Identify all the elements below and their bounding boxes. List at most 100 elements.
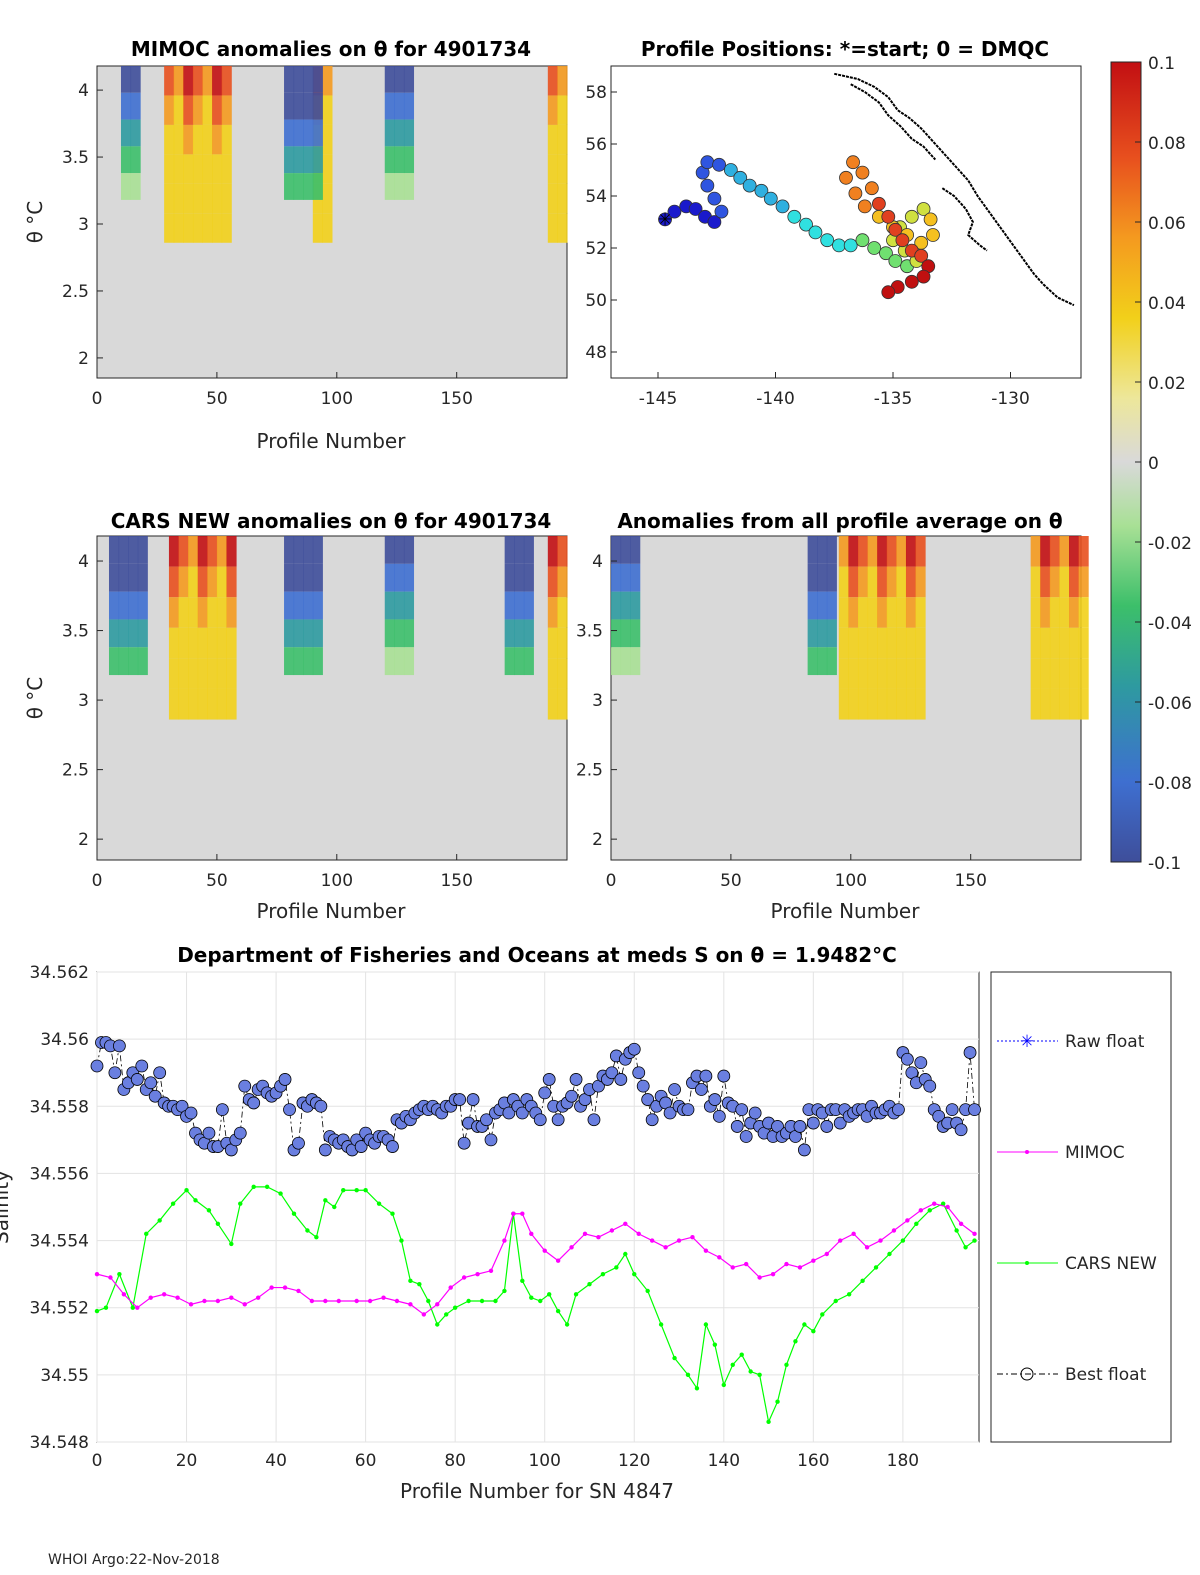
cold-anomaly-cell — [394, 66, 405, 93]
cold-anomaly-cell — [630, 536, 641, 564]
cars-y-axis-label: θ °C — [23, 677, 47, 720]
mimoc-point — [676, 1238, 682, 1243]
profile-position-marker — [667, 204, 682, 219]
cold-anomaly-cell — [384, 647, 395, 676]
warm-anomaly-cell — [1059, 688, 1070, 720]
mimoc-point — [488, 1268, 494, 1273]
warm-anomaly-cell — [207, 658, 218, 689]
warm-anomaly-cell — [857, 658, 869, 689]
cold-anomaly-cell — [284, 619, 295, 648]
warm-anomaly-cell — [1040, 536, 1051, 567]
cars-new-point — [623, 1251, 628, 1257]
profile-position-marker — [888, 254, 903, 268]
legend-mimoc-marker — [1025, 1150, 1029, 1154]
raw-float-point — [292, 1136, 305, 1150]
x-tick-label: 100 — [321, 389, 353, 409]
warm-anomaly-cell — [1030, 627, 1041, 659]
mimoc-point — [891, 1228, 897, 1233]
warm-anomaly-cell — [857, 536, 869, 567]
raw-float-point — [632, 1066, 646, 1080]
cold-anomaly-cell — [293, 119, 304, 147]
y-tick-label: 34.558 — [30, 1097, 89, 1117]
legend-best-label: Best float — [1065, 1365, 1147, 1385]
warm-anomaly-cell — [192, 95, 204, 125]
warm-anomaly-cell — [216, 597, 227, 628]
cold-anomaly-cell — [611, 647, 622, 676]
warm-anomaly-cell — [915, 566, 926, 598]
y-tick-label: 4 — [78, 81, 89, 101]
longitude-tick-label: -135 — [874, 389, 913, 409]
cars-new-point — [376, 1201, 382, 1206]
cold-anomaly-cell — [293, 536, 304, 564]
warm-anomaly-cell — [188, 566, 199, 598]
cars-new-point — [193, 1198, 198, 1203]
cold-anomaly-cell — [523, 591, 534, 620]
cold-anomaly-cell — [384, 146, 395, 174]
cold-anomaly-cell — [384, 92, 395, 120]
cars-new-point — [184, 1188, 189, 1193]
warm-anomaly-cell — [896, 597, 907, 628]
profile-position-marker — [916, 202, 931, 216]
latitude-tick-label: 56 — [585, 135, 607, 155]
warm-anomaly-cell — [164, 124, 175, 155]
raw-float-point — [614, 1073, 628, 1086]
profile-position-marker — [712, 157, 726, 172]
raw-float-point — [215, 1103, 229, 1117]
profile-position-marker — [820, 233, 835, 248]
cold-anomaly-cell — [303, 591, 314, 620]
mimoc-point — [94, 1271, 100, 1277]
profile-position-marker — [881, 209, 896, 224]
cars-new-point — [775, 1399, 780, 1404]
profile-position-marker — [904, 209, 919, 224]
warm-anomaly-cell — [877, 627, 888, 659]
raw-float-point — [515, 1106, 529, 1120]
raw-float-point — [587, 1113, 601, 1127]
cold-anomaly-cell — [303, 119, 314, 147]
cars-new-point — [914, 1221, 919, 1226]
profile-positions-panel: Profile Positions: *=start; 0 = DMQC ✳ -… — [585, 37, 1082, 409]
warm-anomaly-cell — [178, 536, 189, 567]
raw-float-point — [480, 1113, 493, 1127]
x-tick-label: 160 — [797, 1451, 829, 1471]
colorbar-tick-label: 0.04 — [1148, 294, 1186, 314]
y-tick-label: 3 — [78, 215, 89, 235]
warm-anomaly-cell — [1078, 688, 1089, 720]
x-tick-label: 60 — [355, 1451, 377, 1471]
mimoc-point — [824, 1251, 829, 1257]
warm-anomaly-cell — [557, 213, 568, 243]
cold-anomaly-cell — [312, 563, 323, 592]
warm-anomaly-cell — [188, 627, 199, 659]
cold-anomaly-cell — [630, 647, 641, 676]
profile-position-marker — [916, 269, 931, 284]
warm-anomaly-cell — [915, 627, 926, 659]
warm-anomaly-cell — [867, 566, 878, 598]
latitude-tick-label: 50 — [585, 291, 607, 311]
cars-new-point — [784, 1362, 789, 1367]
warm-anomaly-cell — [1069, 597, 1080, 628]
legend-cars-label: CARS NEW — [1065, 1254, 1157, 1274]
cars-new-point — [685, 1372, 691, 1378]
cars-new-point — [170, 1201, 176, 1206]
warm-anomaly-cell — [547, 154, 558, 184]
profile-position-marker — [864, 181, 879, 196]
cold-anomaly-cell — [130, 146, 141, 174]
mimoc-point — [838, 1238, 843, 1243]
cold-anomaly-cell — [312, 536, 323, 564]
y-tick-label: 34.554 — [30, 1232, 89, 1252]
cars-new-point — [873, 1265, 879, 1270]
warm-anomaly-cell — [1030, 688, 1041, 720]
warm-anomaly-cell — [547, 597, 558, 628]
cold-anomaly-cell — [284, 119, 295, 147]
legend-raw-marker: ✳ — [1020, 1032, 1034, 1052]
warm-anomaly-cell — [173, 154, 184, 184]
mimoc-point — [649, 1238, 655, 1243]
warm-anomaly-cell — [212, 213, 223, 243]
y-tick-label: 3 — [78, 691, 89, 711]
coastline — [850, 83, 937, 161]
cars-new-point — [963, 1245, 968, 1250]
cold-anomaly-cell — [137, 536, 148, 564]
profile-position-marker — [700, 178, 715, 193]
cold-anomaly-cell — [620, 591, 631, 620]
cars-new-point — [103, 1305, 109, 1310]
x-tick-label: 80 — [444, 1451, 466, 1471]
